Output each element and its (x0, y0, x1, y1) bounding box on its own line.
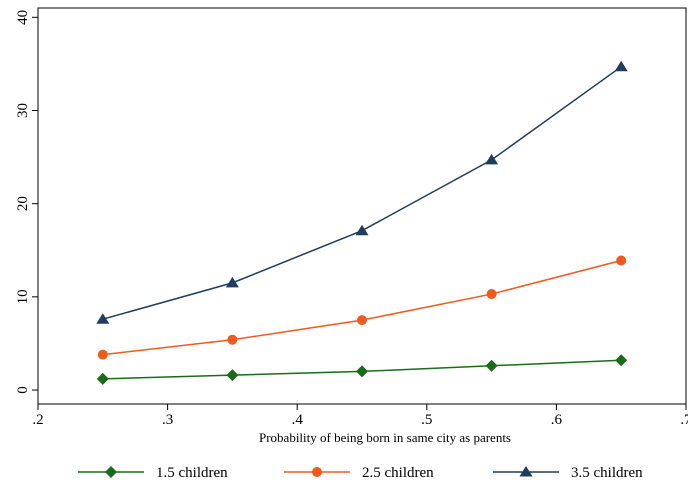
y-tick-label: 30 (15, 103, 31, 118)
legend-marker (519, 466, 533, 477)
x-axis-title: Probability of being born in same city a… (259, 430, 511, 445)
plot-frame (37, 7, 687, 405)
series-2 (97, 255, 627, 360)
data-point (96, 372, 109, 385)
legend-marker (312, 467, 322, 477)
data-point (226, 369, 239, 382)
data-point (614, 60, 628, 72)
legend-marker (105, 466, 117, 478)
data-point (97, 349, 108, 360)
x-tick-label: .2 (32, 412, 43, 428)
data-point (225, 276, 239, 288)
x-tick-label: .7 (680, 412, 688, 428)
plot-border (37, 7, 687, 405)
legend-item: 2.5 children (284, 465, 434, 481)
series-layer (96, 60, 628, 385)
x-axis: .2 .3 .4 .5 .6 .7 (32, 404, 688, 428)
x-tick-label: .5 (421, 412, 432, 428)
legend-item: 3.5 children (493, 465, 643, 481)
series-line (102, 259, 622, 356)
data-point (485, 153, 499, 165)
data-point (486, 289, 497, 300)
data-point (355, 224, 369, 236)
legend: 1.5 children 2.5 children 3.5 children (78, 465, 643, 481)
data-point (357, 315, 367, 326)
legend-label: 1.5 children (156, 465, 228, 481)
legend-label: 3.5 children (571, 465, 643, 481)
y-tick-label: 10 (15, 289, 31, 304)
x-tick-label: .3 (162, 412, 173, 428)
x-tick-label: .6 (551, 412, 563, 428)
x-tick-label: .4 (292, 412, 304, 428)
data-point (96, 313, 110, 324)
data-point (615, 354, 628, 367)
y-tick-label: 20 (15, 196, 31, 211)
legend-label: 2.5 children (362, 465, 434, 481)
y-tick-label: 0 (15, 386, 31, 394)
series-1 (96, 354, 628, 385)
y-axis: 0 10 20 30 40 (15, 10, 38, 394)
series-3 (96, 60, 628, 324)
legend-item: 1.5 children (78, 465, 228, 481)
y-tick-label: 40 (15, 10, 31, 25)
data-point (227, 334, 238, 345)
data-point (616, 255, 627, 266)
data-point (485, 359, 498, 372)
data-point (356, 365, 368, 378)
